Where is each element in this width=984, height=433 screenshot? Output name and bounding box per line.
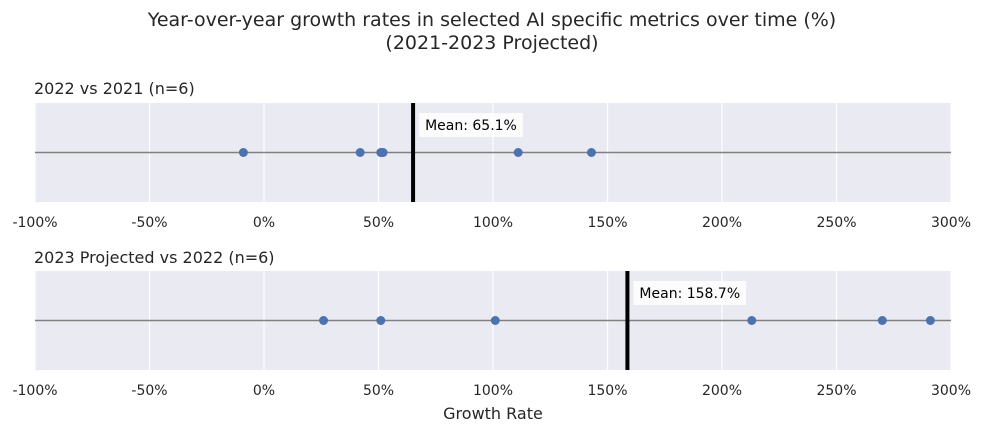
mean-label-box [633, 281, 747, 305]
x-tick-label: 100% [473, 383, 513, 399]
panel-2023-vs-2022: 2023 Projected vs 2022 (n=6) Mean: 158.7… [12, 248, 971, 399]
x-tick-label: -100% [12, 215, 57, 231]
data-point [238, 148, 248, 157]
x-tick-label: 300% [931, 383, 971, 399]
x-tick-label: -50% [131, 383, 167, 399]
x-axis-label: Growth Rate [443, 404, 543, 423]
x-tick-label: 300% [931, 215, 971, 231]
x-tick-label: -50% [131, 215, 167, 231]
x-tick-label: 50% [363, 383, 394, 399]
x-tick-label: 0% [253, 215, 275, 231]
x-tick-label: 100% [473, 215, 513, 231]
mean-label: Mean: 65.1% [425, 118, 517, 134]
data-point [747, 316, 757, 325]
data-point [378, 148, 388, 157]
x-tick-label: 250% [816, 383, 856, 399]
x-tick-label: 200% [702, 383, 742, 399]
x-tick-label: 150% [587, 383, 627, 399]
data-point [586, 148, 596, 157]
data-point [925, 316, 935, 325]
x-tick-label: 250% [816, 215, 856, 231]
data-point [376, 316, 386, 325]
x-tick-label: -100% [12, 383, 57, 399]
data-point [355, 148, 365, 157]
x-tick-label: 150% [587, 215, 627, 231]
x-tick-label: 0% [253, 383, 275, 399]
figure-title-line-2: (2021-2023 Projected) [385, 32, 598, 54]
x-tick-label: 50% [363, 215, 394, 231]
data-point [490, 316, 500, 325]
mean-label: Mean: 158.7% [639, 286, 740, 302]
data-point [877, 316, 887, 325]
panel-2022-vs-2021: 2022 vs 2021 (n=6) Mean: 65.1% -100% -50% 0… [12, 79, 971, 231]
data-point [319, 316, 329, 325]
figure-title-line-1: Year-over-year growth rates in selected … [147, 9, 836, 31]
mean-label-box [419, 113, 523, 137]
panel-title: 2022 vs 2021 (n=6) [34, 79, 195, 98]
panel-title: 2023 Projected vs 2022 (n=6) [34, 248, 275, 267]
x-tick-label: 200% [702, 215, 742, 231]
data-point [513, 148, 523, 157]
